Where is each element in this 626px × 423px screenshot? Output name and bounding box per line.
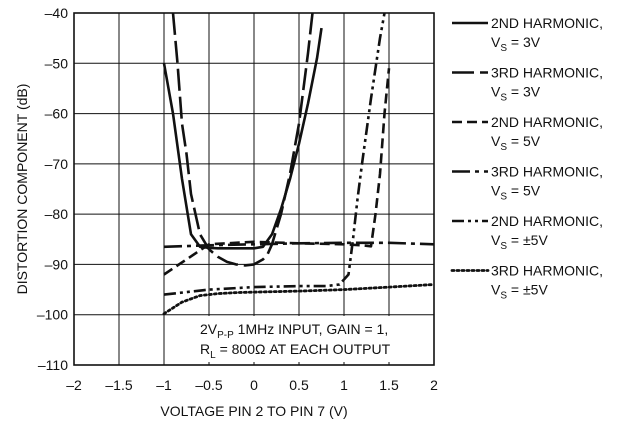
legend-label-cond: VS = ±5V [491,232,548,252]
x-tick-labels: –2 –1.5 –1 –0.5 0 0.5 1 1.5 2 [66,377,438,393]
x-tick-label: 0 [250,377,258,393]
legend-label: 2ND HARMONIC, [491,15,603,31]
y-tick-label: –80 [45,206,69,222]
legend-label-cond: VS = 3V [491,34,541,54]
y-tick-label: –50 [45,55,69,71]
x-tick-label: –1.5 [105,377,132,393]
x-tick-label: 0.5 [289,377,309,393]
series-line-1 [162,27,323,250]
annotation-background [196,316,432,362]
legend-label: 2ND HARMONIC, [491,213,603,229]
legend-label-cond: VS = 5V [491,133,541,153]
y-tick-labels: –40 –50 –60 –70 –80 –90 –100 –110 [37,5,68,373]
series-line-2 [171,12,314,267]
legend-label: 3RD HARMONIC, [491,65,603,81]
legend-label: 2ND HARMONIC, [491,114,603,130]
y-axis-label: DISTORTION COMPONENT (dB) [14,84,30,295]
series-line-6 [162,283,436,316]
legend-label-cond: VS = 5V [491,183,541,203]
annotation-text: 2VP-P 1MHz INPUT, GAIN = 1, [200,321,388,341]
legend-label-cond: VS = 3V [491,84,541,104]
grid-lines [74,13,434,365]
legend: 2ND HARMONIC, VS = 3V 3RD HARMONIC, VS = 3V… [450,15,603,302]
annotation: 2VP-P 1MHz INPUT, GAIN = 1,RL = 800Ω AT … [200,321,391,361]
legend-label: 3RD HARMONIC, [491,164,603,180]
series-line-3 [163,68,391,276]
y-tick-label: –90 [45,256,69,272]
x-tick-label: –0.5 [195,377,222,393]
plot-frame [73,12,435,366]
legend-label: 3RD HARMONIC, [491,263,603,279]
series-layer [162,12,436,316]
x-tick-label: 2 [430,377,438,393]
y-tick-label: –60 [45,106,69,122]
x-tick-label: 1 [340,377,348,393]
annotation-text: RL = 800Ω AT EACH OUTPUT [200,341,391,361]
legend-label-cond: VS = ±5V [491,282,548,302]
x-tick-label: –1 [156,377,172,393]
y-tick-label: –110 [38,357,68,373]
y-tick-label: –70 [45,156,69,172]
y-tick-label: –40 [45,5,69,21]
x-axis-label: VOLTAGE PIN 2 TO PIN 7 (V) [160,403,347,419]
series-line-4 [163,241,435,249]
x-tick-label: –2 [66,377,82,393]
x-tick-label: 1.5 [379,377,399,393]
series-line-5 [163,12,386,296]
y-tick-label: –100 [37,307,68,323]
